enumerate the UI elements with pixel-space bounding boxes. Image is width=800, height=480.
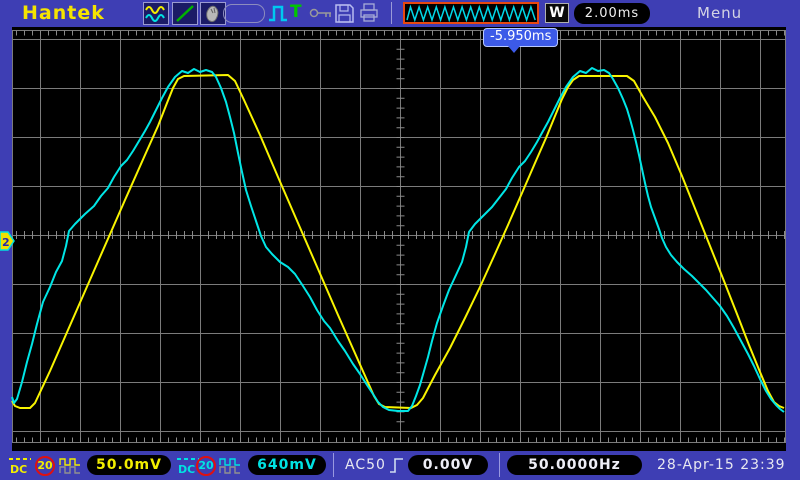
waveform-display: 2 [0, 27, 800, 451]
footer-divider [333, 453, 334, 477]
trigger-t-button[interactable]: T [290, 2, 302, 22]
dual-wave-icon [145, 6, 165, 22]
frequency-readout[interactable]: 50.0000Hz [507, 455, 642, 475]
ch2-volts-div-readout[interactable]: 640mV [248, 455, 326, 475]
ch1-attenuation-badge: 20 [35, 456, 55, 476]
trigger-coupling-label: AC50 [345, 457, 386, 473]
print-icon[interactable] [358, 3, 380, 23]
ch1-dc-coupling-icon: DC [9, 458, 31, 475]
ch1-volts-div-readout[interactable]: 50.0mV [87, 455, 171, 475]
rising-edge-icon [390, 458, 403, 473]
channel2-position-marker[interactable]: 2 [0, 230, 15, 252]
window-mode-button[interactable]: W [545, 3, 569, 23]
hand-tool-button[interactable] [200, 2, 226, 25]
diagonal-line-icon [176, 5, 194, 22]
hand-icon [206, 5, 219, 23]
svg-text:DC: DC [10, 463, 27, 475]
footer-divider [499, 453, 500, 477]
pulse-icon[interactable] [268, 3, 288, 23]
hantek-logo: Hantek [22, 2, 105, 24]
horizontal-position-bar[interactable] [403, 2, 539, 24]
ch2-dc-coupling-icon: DC [177, 458, 199, 475]
header-toolbar: Hantek T [0, 0, 800, 27]
key-lock-icon[interactable] [309, 5, 333, 21]
svg-text:DC: DC [178, 463, 195, 475]
channel2-marker-label: 2 [2, 236, 10, 249]
save-floppy-icon[interactable] [334, 3, 355, 24]
trace-ch1 [11, 74, 785, 409]
cursor-line-button[interactable] [172, 2, 198, 25]
zigzag-wave-icon [406, 4, 536, 22]
ch2-bandwidth-icons [219, 458, 240, 474]
status-bar: DC 20 50.0mV DC 20 640mV AC50 0.00V 50.0… [0, 451, 800, 480]
trace-ch2 [11, 67, 785, 413]
right-margin [786, 27, 800, 451]
graticule-and-traces [11, 30, 786, 443]
empty-indicator-slot [223, 4, 265, 23]
waveform-display-mode-button[interactable] [143, 2, 169, 25]
menu-button[interactable]: Menu [697, 4, 743, 22]
ch1-bandwidth-icons [59, 458, 80, 474]
datetime-label: 28-Apr-15 23:39 [657, 457, 786, 473]
horizontal-offset-tooltip: -5.950ms [483, 28, 559, 53]
header-divider [391, 2, 392, 24]
ch2-attenuation-badge: 20 [196, 456, 216, 476]
timebase-readout[interactable]: 2.00ms [574, 3, 650, 24]
trigger-level-readout[interactable]: 0.00V [408, 455, 488, 475]
